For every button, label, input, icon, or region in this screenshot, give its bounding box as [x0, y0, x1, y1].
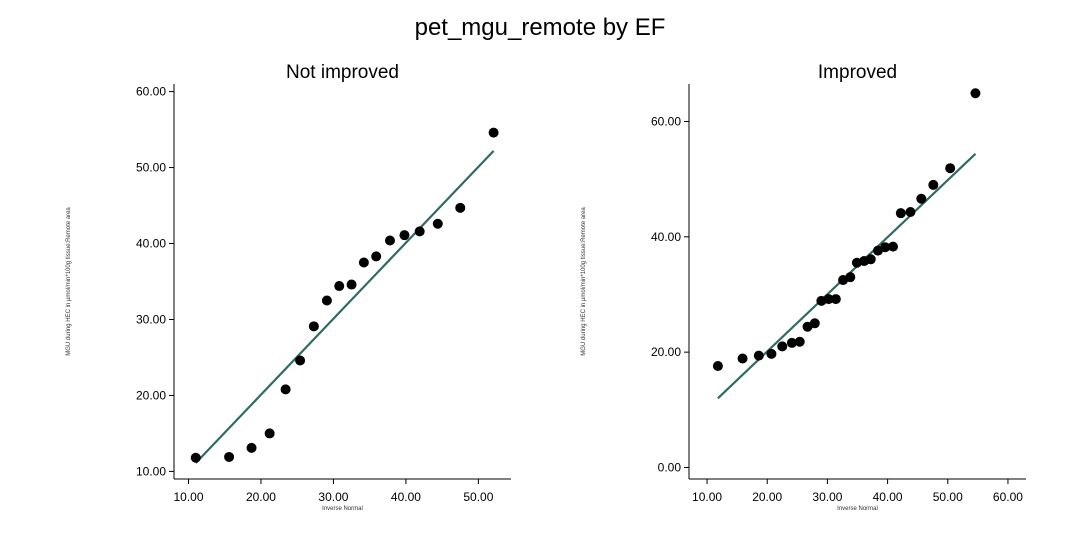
fit-line: [194, 150, 495, 464]
data-point: [809, 318, 820, 329]
data-point: [945, 163, 956, 174]
data-point: [358, 257, 369, 268]
data-point: [399, 230, 410, 241]
data-point: [895, 208, 906, 219]
data-point: [737, 353, 748, 364]
data-point: [264, 428, 275, 439]
x-tick-label: 20.00: [246, 490, 276, 504]
x-tick-label: 30.00: [318, 490, 348, 504]
x-tick-label: 50.00: [933, 490, 963, 504]
data-point: [905, 207, 916, 218]
y-tick-label: 20.00: [136, 388, 166, 402]
data-point: [794, 336, 805, 347]
figure-title: pet_mgu_remote by EF: [414, 14, 666, 41]
x-tick-label: 30.00: [812, 490, 842, 504]
data-point: [295, 355, 306, 366]
data-point: [865, 254, 876, 265]
data-point: [753, 350, 764, 361]
data-point: [432, 218, 443, 229]
data-point: [488, 127, 499, 138]
data-point: [308, 321, 319, 332]
data-point: [321, 295, 332, 306]
y-tick-label: 60.00: [136, 85, 166, 99]
y-tick-label: 30.00: [136, 312, 166, 326]
data-point: [888, 241, 899, 252]
data-point: [280, 384, 291, 395]
data-point: [777, 341, 788, 352]
y-tick-label: 60.00: [651, 114, 681, 128]
data-point: [712, 360, 723, 371]
data-point: [970, 88, 981, 99]
data-point: [786, 337, 797, 348]
data-point: [384, 235, 395, 246]
x-tick-label: 60.00: [993, 490, 1023, 504]
panel-not-improved: Not improved 10.00 20.00 30.00 40.00 50.00 60.…: [66, 62, 511, 512]
y-tick-label: 10.00: [136, 464, 166, 478]
data-point: [190, 452, 201, 463]
data-point: [928, 179, 939, 190]
panel-improved: Improved 0.00 20.00 40.00 60.00 10.00 20.00 30.…: [581, 62, 1026, 512]
data-point: [823, 294, 834, 305]
x-axis-label: Inverse Normal: [837, 506, 878, 512]
data-point: [224, 451, 235, 462]
y-tick-label: 40.00: [136, 237, 166, 251]
x-tick-label: 40.00: [391, 490, 421, 504]
data-point: [916, 193, 927, 204]
y-tick-label: 50.00: [136, 161, 166, 175]
y-axis-label: MGU during HEC in µmol/min*100g tissue:R…: [581, 207, 587, 356]
data-point: [371, 251, 382, 262]
panel-title: Not improved: [286, 62, 399, 83]
data-point: [845, 272, 856, 283]
x-axis-label: Inverse Normal: [322, 506, 363, 512]
y-tick-label: 20.00: [651, 345, 681, 359]
data-point: [455, 202, 466, 213]
y-tick-label: 40.00: [651, 230, 681, 244]
data-point: [414, 226, 425, 237]
x-tick-label: 10.00: [692, 490, 722, 504]
data-point: [766, 348, 777, 359]
y-axis-label: MGU during HEC in µmol/min*100g tissue:R…: [66, 207, 72, 356]
x-tick-label: 40.00: [873, 490, 903, 504]
y-tick-label: 0.00: [658, 460, 682, 474]
data-point: [246, 442, 257, 453]
x-tick-label: 50.00: [463, 490, 493, 504]
panel-title: Improved: [818, 62, 897, 83]
data-point: [880, 242, 891, 253]
data-point: [334, 281, 345, 292]
data-point: [830, 294, 841, 305]
data-point: [346, 279, 357, 290]
x-tick-label: 20.00: [752, 490, 782, 504]
x-tick-label: 10.00: [173, 490, 203, 504]
